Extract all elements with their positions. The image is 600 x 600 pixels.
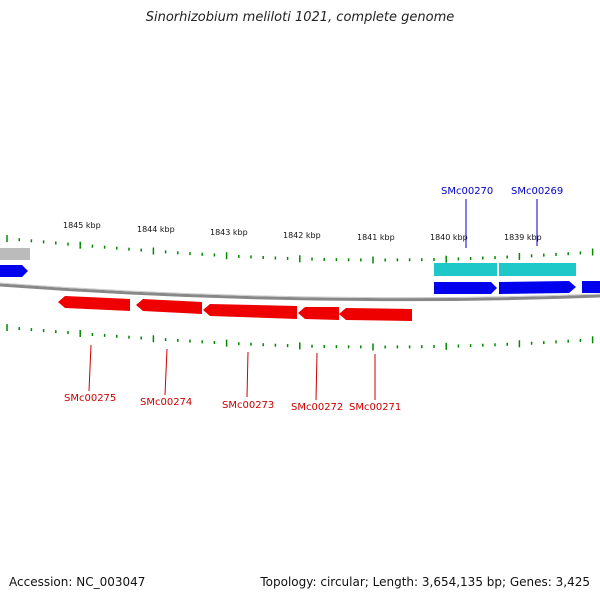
gene-label-smc00272[interactable]: SMc00272 <box>291 402 343 413</box>
kbp-label-1845: 1845 kbp <box>63 221 101 230</box>
gene-label-smc00270[interactable]: SMc00270 <box>441 186 493 197</box>
reverse-gene-smc00271[interactable] <box>339 308 412 321</box>
map-title: Sinorhizobium meliloti 1021, complete ge… <box>145 10 455 25</box>
reverse-gene-smc00273[interactable] <box>203 304 297 319</box>
outer-tick-marks <box>6 235 594 264</box>
inner-tick-marks <box>6 324 594 351</box>
forward-rna-feature-partial[interactable] <box>0 248 30 260</box>
genome-stats-text: Topology: circular; Length: 3,654,135 bp… <box>260 575 590 589</box>
forward-rna-feature-smc00269[interactable] <box>499 263 576 276</box>
forward-strand-track <box>0 248 600 294</box>
forward-rna-feature-smc00270[interactable] <box>434 263 497 276</box>
forward-gene-partial-left[interactable] <box>0 265 28 277</box>
kbp-label-1844: 1844 kbp <box>137 225 175 234</box>
reverse-strand-track <box>58 296 412 321</box>
genome-backbone <box>0 283 600 302</box>
forward-gene-partial-right[interactable] <box>582 281 600 293</box>
leader-line-smc00274 <box>164 348 168 396</box>
gene-label-smc00273[interactable]: SMc00273 <box>222 400 274 411</box>
gene-label-smc00269[interactable]: SMc00269 <box>511 186 563 197</box>
kbp-label-1840: 1840 kbp <box>430 233 468 242</box>
kbp-label-1842: 1842 kbp <box>283 231 321 240</box>
gene-label-smc00274[interactable]: SMc00274 <box>140 397 192 408</box>
accession-text: Accession: NC_003047 <box>9 575 146 589</box>
reverse-gene-smc00272[interactable] <box>298 307 339 320</box>
kbp-label-1841: 1841 kbp <box>357 233 395 242</box>
leader-line-smc00272 <box>315 352 318 401</box>
forward-gene-smc00270[interactable] <box>434 282 497 294</box>
reverse-gene-smc00274[interactable] <box>136 299 202 314</box>
kbp-label-1843: 1843 kbp <box>210 228 248 237</box>
leader-line-smc00273 <box>246 351 249 398</box>
leader-line-smc00275 <box>88 344 92 392</box>
gene-label-smc00271[interactable]: SMc00271 <box>349 402 401 413</box>
kbp-label-1839: 1839 kbp <box>504 233 542 242</box>
gene-label-smc00275[interactable]: SMc00275 <box>64 393 116 404</box>
forward-gene-smc00269[interactable] <box>499 281 576 294</box>
reverse-gene-smc00275[interactable] <box>58 296 130 311</box>
